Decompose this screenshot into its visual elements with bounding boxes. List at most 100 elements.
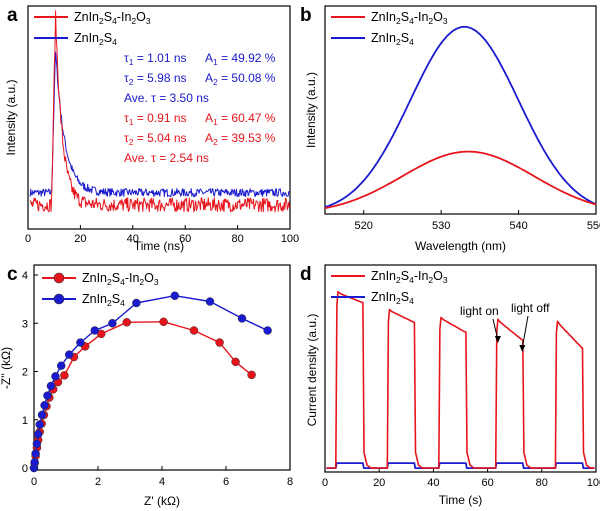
data-point <box>237 314 247 323</box>
data-point <box>108 319 117 328</box>
data-point <box>76 338 85 347</box>
text-part: 3 <box>146 16 151 26</box>
y-tick-label: 1 <box>22 415 28 427</box>
text-part: 4 <box>409 37 414 47</box>
text-part: 2 <box>99 16 104 26</box>
x-tick-label: 60 <box>179 233 191 245</box>
text-part: 2 <box>428 275 433 285</box>
text-part: -In <box>414 10 429 24</box>
data-point <box>122 318 132 327</box>
pl-series-red <box>324 150 597 210</box>
legend-label: ZnIn2S4 <box>74 31 117 47</box>
data-point <box>170 291 180 300</box>
legend-label: ZnIn2S4 <box>371 290 414 306</box>
x-tick-label: 40 <box>427 477 439 489</box>
text-part: S <box>401 290 409 304</box>
text-part: τ <box>124 71 129 85</box>
photocurrent-series-red <box>326 290 595 469</box>
light-on-label: light on <box>460 304 499 318</box>
amplitude-annotation: A2 = 39.53 % <box>205 131 276 147</box>
text-part: 4 <box>409 275 414 285</box>
legend-label: ZnIn2S4-In2O3 <box>371 269 448 285</box>
y-tick-label: 2 <box>22 367 28 379</box>
text-part: = 39.53 % <box>218 131 276 145</box>
y-tick-label: 3 <box>22 318 28 330</box>
text-part: 2 <box>428 16 433 26</box>
x-tick-label: 20 <box>74 233 86 245</box>
panel-label-a: a <box>7 5 18 26</box>
text-part: A <box>205 111 213 125</box>
data-point <box>30 457 39 467</box>
text-part: 4 <box>409 16 414 26</box>
data-point <box>263 326 272 335</box>
lifetime-annotation: τ2 = 5.98 ns <box>124 71 187 87</box>
data-point <box>132 298 141 308</box>
text-part: O <box>144 271 154 285</box>
text-part: A <box>205 51 213 65</box>
decay-series-red <box>29 10 290 213</box>
data-point <box>56 361 66 370</box>
x-tick-label: 540 <box>509 220 527 232</box>
legend-label: ZnIn2S4 <box>82 292 125 308</box>
text-part: 2 <box>396 16 401 26</box>
text-part: = 49.92 % <box>218 51 276 65</box>
x-tick-label: 530 <box>432 220 450 232</box>
text-part: 2 <box>107 298 112 308</box>
x-tick-label: 80 <box>536 477 548 489</box>
x-axis-label: Time (ns) <box>134 239 184 253</box>
panel-label-c: c <box>7 264 18 285</box>
text-part: = 0.91 ns <box>133 111 186 125</box>
legend-marker <box>53 293 65 305</box>
x-tick-label: 4 <box>159 476 165 488</box>
data-point <box>189 326 199 335</box>
text-part: τ <box>124 131 129 145</box>
text-part: ZnIn <box>82 271 107 285</box>
data-point <box>247 370 256 380</box>
y-axis-label: Intensity (a.u.) <box>304 72 318 148</box>
legend-label: ZnIn2S4 <box>371 31 414 47</box>
data-point <box>159 317 168 327</box>
text-part: ZnIn <box>74 10 99 24</box>
text-part: = 1.01 ns <box>133 51 186 65</box>
text-part: ZnIn <box>371 290 396 304</box>
text-part: 3 <box>443 275 448 285</box>
text-part: 2 <box>129 137 134 147</box>
data-point <box>32 439 42 449</box>
amplitude-annotation: A1 = 60.47 % <box>205 111 276 127</box>
text-part: ZnIn <box>371 269 396 283</box>
text-part: 2 <box>131 16 136 26</box>
text-part: -In <box>414 269 429 283</box>
panel-label-b: b <box>300 5 312 26</box>
x-tick-label: 100 <box>281 233 299 245</box>
text-part: 2 <box>213 77 218 87</box>
text-part: 2 <box>396 296 401 306</box>
x-axis-label: Wavelength (nm) <box>415 239 506 253</box>
amplitude-annotation: A2 = 50.08 % <box>205 71 276 87</box>
x-tick-label: 6 <box>223 476 229 488</box>
y-tick-label: 0 <box>22 463 28 475</box>
text-part: S <box>112 292 120 306</box>
legend-marker <box>53 272 65 284</box>
light-off-label: light off <box>511 301 550 315</box>
text-part: 2 <box>396 275 401 285</box>
x-axis-label: Time (s) <box>439 493 483 507</box>
data-point <box>33 429 43 439</box>
text-part: O <box>433 269 443 283</box>
x-tick-label: 0 <box>25 233 31 245</box>
panel-b-frame <box>324 5 597 215</box>
text-part: 2 <box>107 277 112 287</box>
x-tick-label: 8 <box>287 476 293 488</box>
text-part: 1 <box>213 57 218 67</box>
y-axis-label: Intensity (a.u.) <box>4 79 18 155</box>
arrow-head <box>494 336 501 343</box>
data-point <box>51 372 60 381</box>
data-point <box>60 371 69 380</box>
lifetime-annotation: Ave. τ = 2.54 ns <box>124 151 209 165</box>
text-part: A <box>205 131 213 145</box>
data-point <box>215 338 224 347</box>
data-point <box>64 350 74 359</box>
x-axis-label: Z' (kΩ) <box>144 494 180 508</box>
text-part: 2 <box>139 277 144 287</box>
x-tick-label: 2 <box>95 476 101 488</box>
text-part: S <box>401 31 409 45</box>
